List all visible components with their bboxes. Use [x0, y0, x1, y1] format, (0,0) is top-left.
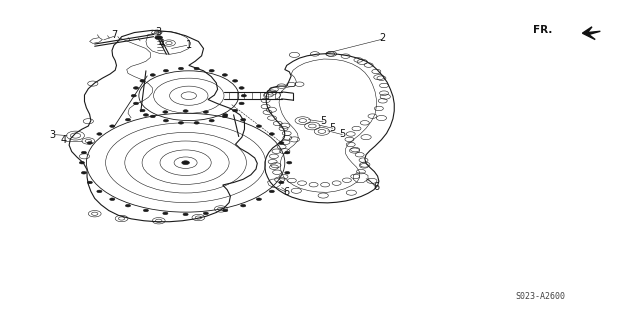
- Circle shape: [223, 209, 228, 212]
- Circle shape: [279, 142, 284, 144]
- Circle shape: [150, 74, 156, 76]
- Circle shape: [133, 102, 138, 105]
- Circle shape: [183, 213, 188, 216]
- Circle shape: [179, 122, 184, 124]
- Text: S023-A2600: S023-A2600: [516, 292, 566, 301]
- Circle shape: [81, 172, 86, 174]
- Text: 4: 4: [158, 39, 164, 49]
- Text: 3: 3: [49, 130, 56, 140]
- Circle shape: [223, 114, 228, 116]
- Text: 1: 1: [186, 40, 192, 50]
- Text: 6: 6: [284, 187, 290, 197]
- Circle shape: [140, 80, 145, 82]
- Circle shape: [163, 212, 168, 215]
- Circle shape: [279, 181, 284, 184]
- Circle shape: [125, 118, 131, 121]
- Circle shape: [109, 198, 115, 201]
- Circle shape: [232, 109, 237, 112]
- Circle shape: [131, 94, 136, 97]
- Circle shape: [81, 151, 86, 154]
- Circle shape: [204, 212, 209, 215]
- Circle shape: [209, 70, 214, 72]
- Circle shape: [194, 67, 199, 70]
- Circle shape: [183, 110, 188, 112]
- Circle shape: [222, 115, 227, 118]
- Text: 4: 4: [61, 135, 67, 145]
- Circle shape: [163, 111, 168, 113]
- Circle shape: [155, 36, 163, 40]
- Circle shape: [87, 142, 92, 144]
- Circle shape: [204, 111, 209, 113]
- Circle shape: [241, 94, 246, 97]
- Circle shape: [287, 161, 292, 164]
- Circle shape: [109, 125, 115, 127]
- Circle shape: [269, 133, 275, 135]
- Circle shape: [97, 190, 102, 193]
- Circle shape: [150, 115, 156, 118]
- Circle shape: [285, 172, 290, 174]
- Circle shape: [194, 122, 199, 124]
- Text: 6: 6: [373, 182, 380, 192]
- Circle shape: [222, 74, 227, 76]
- Circle shape: [163, 119, 168, 122]
- Circle shape: [179, 67, 184, 70]
- Circle shape: [182, 161, 189, 165]
- Circle shape: [143, 209, 148, 212]
- Text: 5: 5: [320, 115, 326, 126]
- Text: FR.: FR.: [533, 25, 552, 35]
- Text: 5: 5: [339, 129, 346, 139]
- Circle shape: [285, 151, 290, 154]
- Text: 2: 2: [379, 33, 385, 43]
- Polygon shape: [582, 27, 600, 40]
- Circle shape: [163, 70, 168, 72]
- Circle shape: [140, 109, 145, 112]
- Circle shape: [79, 161, 84, 164]
- Circle shape: [87, 181, 92, 184]
- Circle shape: [241, 118, 246, 121]
- Circle shape: [133, 87, 138, 89]
- Circle shape: [97, 133, 102, 135]
- Circle shape: [257, 198, 262, 201]
- Text: 3: 3: [156, 27, 162, 37]
- Circle shape: [269, 190, 275, 193]
- Circle shape: [232, 80, 237, 82]
- Text: 7: 7: [111, 30, 117, 40]
- Circle shape: [257, 125, 262, 127]
- Text: 5: 5: [330, 122, 336, 133]
- Circle shape: [125, 204, 131, 207]
- Circle shape: [143, 114, 148, 116]
- Circle shape: [239, 102, 244, 105]
- Circle shape: [241, 204, 246, 207]
- Circle shape: [209, 119, 214, 122]
- Circle shape: [239, 87, 244, 89]
